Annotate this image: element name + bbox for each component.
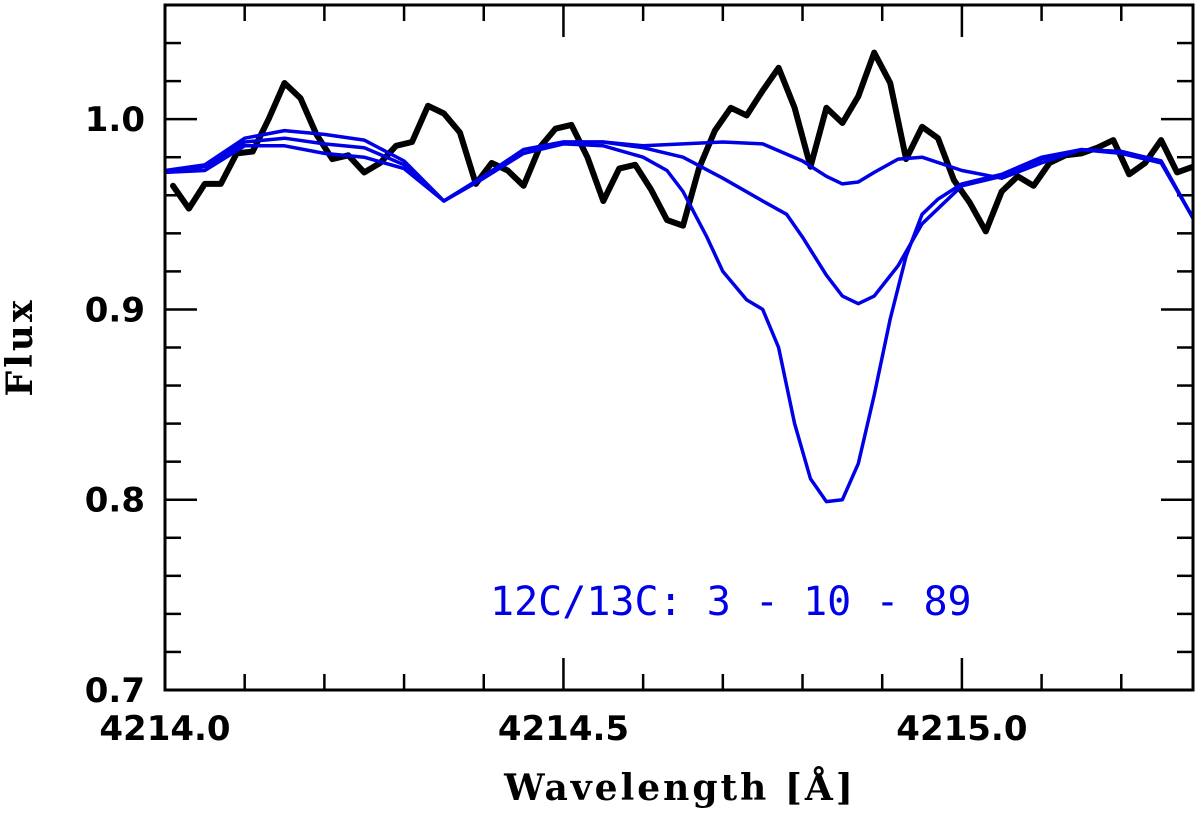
x-axis-title: Wavelength [Å] — [503, 767, 856, 809]
axis-ticks — [163, 3, 1193, 692]
observed-spectrum-line — [170, 49, 1193, 235]
axis-tick-labels: 4214.0 4214.5 4215.0 0.7 0.8 0.9 1.0 — [85, 100, 1028, 749]
synthetic-spectrum-line-1 — [165, 128, 1193, 220]
y-tick-label: 0.8 — [85, 481, 145, 521]
series-group — [165, 49, 1193, 504]
synthetic-spectrum-line-2 — [165, 136, 1193, 306]
y-tick-label: 0.9 — [85, 290, 145, 330]
x-tick-label: 4214.0 — [99, 709, 230, 749]
x-tick-label: 4214.5 — [498, 709, 629, 749]
y-tick-label: 1.0 — [85, 100, 145, 140]
synthetic-spectrum-line-3 — [165, 142, 1193, 504]
y-tick-label: 0.7 — [85, 671, 145, 711]
x-tick-label: 4215.0 — [896, 709, 1027, 749]
y-axis-title: Flux — [0, 298, 41, 397]
isotope-ratio-annotation: 12C/13C: 3 - 10 - 89 — [490, 579, 972, 625]
plot-frame — [163, 3, 1195, 692]
